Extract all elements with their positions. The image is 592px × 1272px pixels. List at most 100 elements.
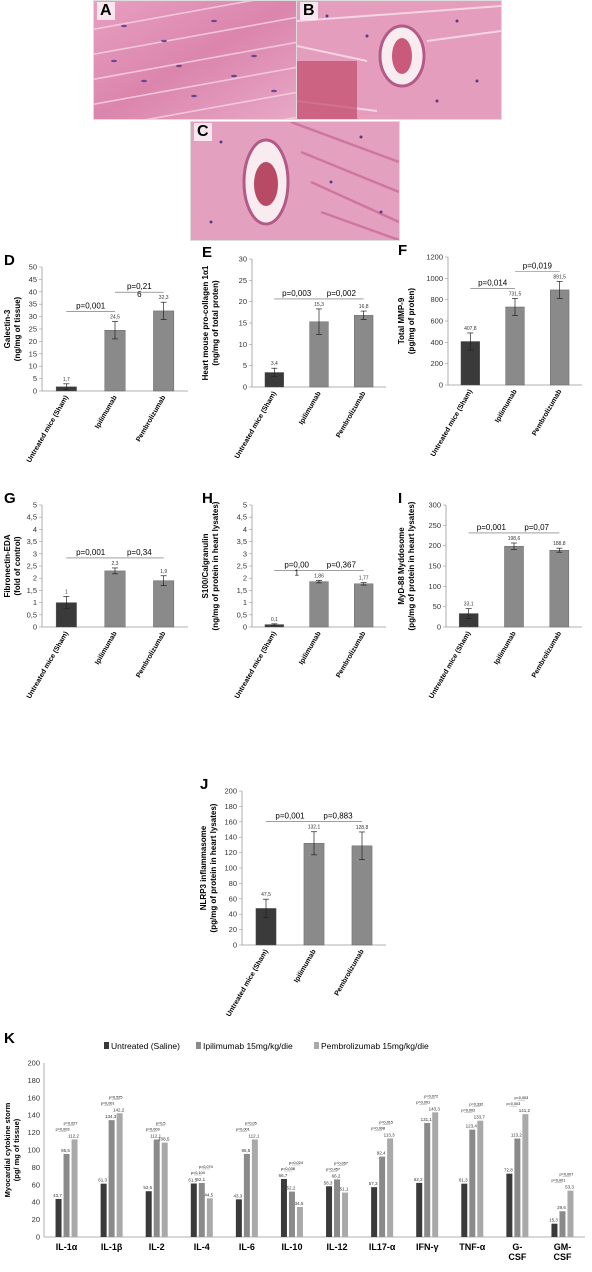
legend-swatch-0 [104,1042,109,1049]
data-label: 123,4 [466,1124,478,1129]
y-tick-label: 40 [229,910,237,919]
p-value-annotation: p=0,001 [275,812,305,821]
category-label: G-CSF [508,1242,527,1262]
p-value-annotation: p=0,002 [461,1109,475,1113]
bar-k-6-2 [342,1192,349,1237]
y-tick-label: 25 [29,325,37,334]
y-tick-label: 5 [243,501,247,510]
category-label: IL17-α [369,1242,396,1252]
y-axis-label-group: S100/Calgranulin (ng/mg of protein in hea… [201,501,220,630]
y-axis-label: NLRP3 inflammasome [199,825,208,910]
data-label: 143,3 [429,1106,441,1111]
category-label: Ipilimumab [293,949,318,985]
panel-letter-i: I [398,490,402,507]
category-label: Ipilimumab [298,391,323,427]
p-value-annotation: p=0,001 [101,1101,115,1105]
data-label: 188,8 [553,541,566,547]
histology-label-c: C [194,123,212,141]
p-value-annotation: p=0,457 [326,1167,340,1171]
data-label: 1,86 [314,573,324,579]
category-label: Pembrolizumab [335,631,367,680]
data-label: 95,5 [241,1148,250,1153]
bar-g-1 [104,570,126,628]
data-label: 33,1 [464,602,474,608]
chart-panel-k: K Untreated (Saline) Ipilimumab 15mg/kg/di… [3,1030,585,1262]
p-value-annotation: p=0,21 6 [127,282,152,299]
y-tick-label: 30 [29,312,37,321]
p-value-annotation: p=0,001 [477,523,507,532]
y-tick-label: 50 [433,602,441,611]
y-axis-label-group: Galectin-3 (ng/mg of tissue) [3,296,22,361]
bar-k-6-1 [334,1179,341,1237]
data-label: 62,2 [414,1177,423,1182]
y-tick-label: 100 [224,864,237,873]
y-axis-label: Total MMP-9 [397,297,406,344]
data-label: 108,5 [158,1137,170,1142]
y-tick-label: 120 [224,848,237,857]
category-label: Ipilimumab [94,395,119,431]
y-axis-label: MyD-88 Myddosome [397,527,406,605]
bar-k-2-2 [161,1142,168,1237]
category-label: IL-1α [56,1242,78,1252]
bar-k-3-2 [206,1198,213,1237]
data-label: 1,77 [359,576,369,582]
p-value-annotation: p=0,001 [552,1179,566,1183]
histology-image-b: B [296,0,502,120]
category-label: IL-10 [281,1242,302,1252]
category-label: Ipilimumab [298,631,323,667]
panel-letter-g: G [4,490,16,507]
data-label: 29,6 [557,1205,566,1210]
p-value-annotation: p=0,015 [379,1120,393,1124]
data-label: 95,5 [61,1148,70,1153]
histology-label-b: B [300,2,318,20]
p-value-annotation: p=0,038 [281,1167,295,1171]
p-value-annotation: p=0,014 [478,278,508,287]
y-tick-label: 60 [32,1180,40,1189]
p-value-annotation: p=0,007 [560,1173,574,1177]
bar-k-8-2 [432,1112,439,1237]
p-value-annotation: p=0,001 [76,302,106,311]
y-axis-label: Myocardial cytokine storm [3,1102,12,1197]
data-label: 43,3 [233,1193,242,1198]
p-value-annotation: p=0,003 [282,289,312,298]
bar-i-1 [504,546,524,628]
y-tick-label: 25 [239,276,247,285]
y-axis-label: (ng/mg of tissue) [13,296,22,361]
p-value-annotation: p=0,057 [334,1161,348,1165]
data-label: 66,7 [279,1173,288,1178]
p-value-annotation: p=0,883 [323,812,353,821]
category-label: Pembrolizumab [531,631,563,680]
y-axis-label: (ng/mg of total proten) [211,280,220,366]
data-label: 142,2 [113,1107,125,1112]
data-label: 66,2 [332,1173,341,1178]
histology-image-c: C [190,121,400,241]
data-label: 61,5 [188,1177,197,1182]
bar-k-2-0 [145,1191,152,1237]
y-tick-label: 100 [27,1146,40,1155]
bar-k-4-1 [243,1153,250,1237]
data-label: 16,8 [359,304,369,310]
data-label: 32,3 [159,295,169,301]
data-label: 731,5 [509,291,522,297]
y-tick-label: 200 [27,1059,40,1068]
y-tick-label: 140 [27,1111,40,1120]
p-value-annotation: p=0,525 [109,1095,123,1099]
bar-k-10-2 [522,1114,529,1237]
y-tick-label: 1 [243,598,247,607]
bar-g-2 [153,580,175,628]
y-tick-label: 40 [32,1198,40,1207]
p-value-annotation: p=0,074 [199,1165,213,1169]
y-tick-label: 180 [27,1076,40,1085]
data-label: 24,5 [110,315,120,321]
p-value-annotation: p=0,003 [146,1127,160,1131]
category-label: Ipilimumab [494,389,519,425]
y-tick-label: 10 [239,340,247,349]
p-value-annotation: p=0,008 [371,1126,385,1130]
data-label: 52,6 [143,1185,152,1190]
bar-k-6-0 [326,1186,333,1237]
legend-entry-1: Ipilimumab 15mg/kg/die [203,1041,293,1051]
bar-k-3-1 [198,1182,205,1237]
chart-panel-i: I 0 50 100 150 200 250 300 MyD-88 Myddosome (pg/m… [397,490,582,700]
y-tick-label: 5 [33,501,37,510]
